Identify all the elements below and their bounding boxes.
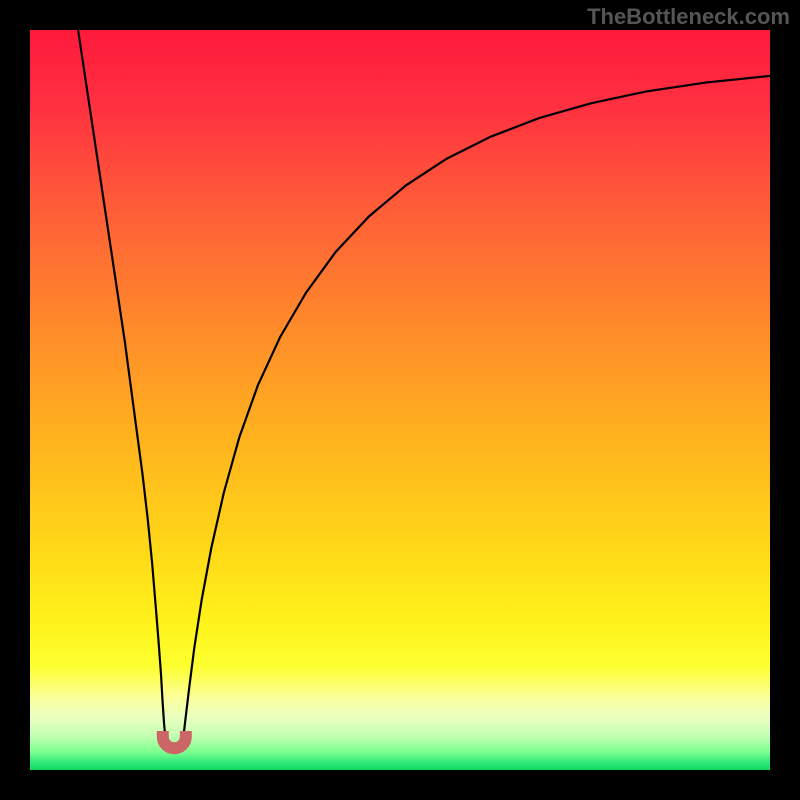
watermark-text: TheBottleneck.com [587,4,790,30]
plot-background [30,30,770,770]
plot-area [30,30,770,770]
chart-container: TheBottleneck.com [0,0,800,800]
chart-svg [0,0,800,800]
